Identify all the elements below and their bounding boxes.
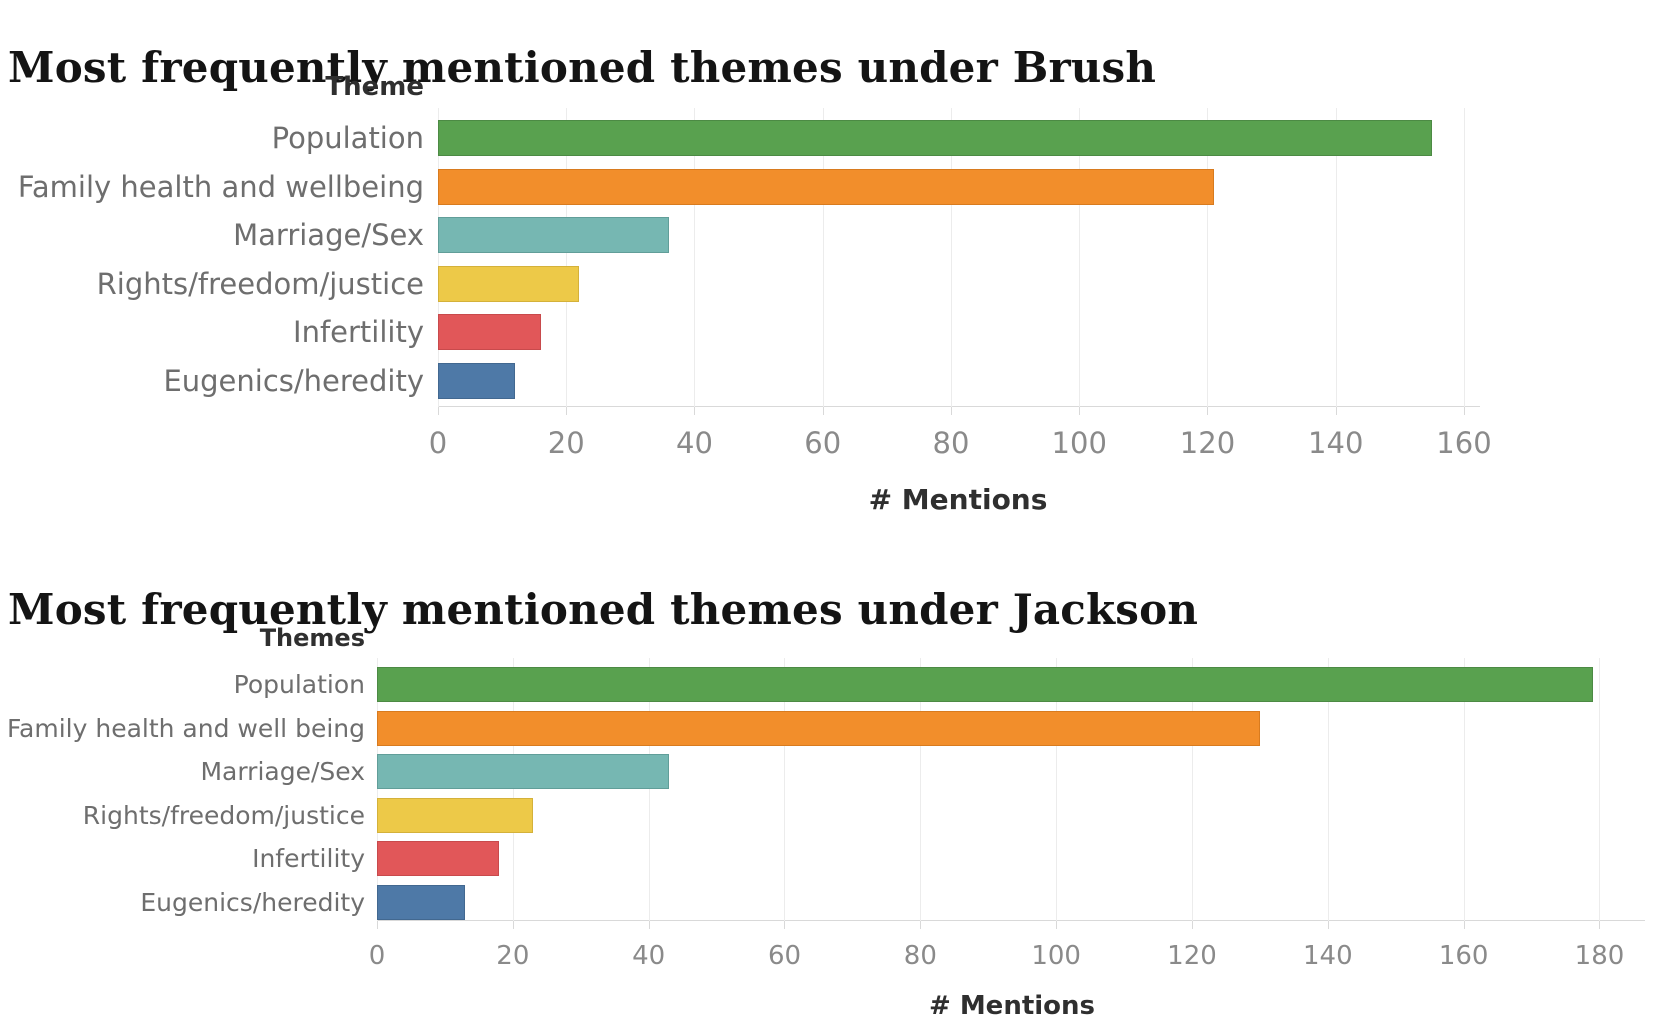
brush-bar-0	[438, 120, 1432, 156]
brush-bar-1	[438, 168, 1214, 205]
jackson-axis-tick-100	[1056, 921, 1058, 929]
brush-bar-4	[438, 314, 541, 351]
brush-gridline-140	[1335, 108, 1337, 407]
jackson-axis-tick-120	[1191, 921, 1193, 929]
brush-tick-label-160: 160	[1436, 426, 1492, 460]
brush-axis-tick-160	[1463, 407, 1465, 415]
brush-category-label-1: Family health and wellbeing	[17, 169, 424, 204]
brush-chart-title: Most frequently mentioned themes under B…	[8, 42, 1157, 92]
brush-tick-label-100: 100	[1051, 426, 1107, 460]
brush-axis-tick-120	[1207, 407, 1209, 415]
brush-category-label-0: Population	[271, 121, 424, 155]
jackson-tick-label-100: 100	[1031, 941, 1081, 971]
jackson-category-label-5: Eugenics/heredity	[140, 888, 365, 917]
jackson-tick-label-140: 140	[1303, 941, 1353, 971]
jackson-bar-2	[377, 754, 670, 790]
brush-axis-tick-20	[566, 407, 568, 415]
jackson-chart-title: Most frequently mentioned themes under J…	[8, 584, 1199, 634]
jackson-axis-tick-160	[1463, 921, 1465, 929]
brush-gridline-40	[694, 108, 696, 407]
jackson-bar-1	[377, 710, 1260, 746]
brush-category-label-5: Eugenics/heredity	[163, 364, 424, 398]
jackson-column-header: Themes	[259, 624, 365, 652]
brush-gridline-80	[950, 108, 952, 407]
jackson-bar-5	[377, 885, 466, 920]
brush-gridline-100	[1079, 108, 1081, 407]
brush-tick-label-40: 40	[676, 426, 713, 460]
jackson-tick-label-180: 180	[1574, 941, 1625, 971]
jackson-tick-label-0: 0	[368, 941, 386, 971]
jackson-category-label-3: Rights/freedom/justice	[82, 800, 365, 830]
brush-tick-label-140: 140	[1308, 426, 1364, 460]
brush-gridline-20	[566, 108, 568, 407]
jackson-gridline-100	[1056, 658, 1058, 921]
brush-x-axis-tick-labels: 0 20 40 60 80 100 120 140 160	[429, 426, 1492, 466]
jackson-tick-label-60: 60	[767, 941, 802, 971]
jackson-axis-tick-180	[1599, 921, 1601, 929]
jackson-gridline-160	[1463, 658, 1465, 921]
jackson-gridline-140	[1327, 658, 1329, 921]
brush-gridline-160	[1463, 108, 1465, 407]
brush-category-labels: Population Family health and wellbeing Mar…	[0, 108, 424, 407]
jackson-axis-tick-140	[1327, 921, 1329, 929]
jackson-axis-tick-60	[784, 921, 786, 929]
jackson-category-label-1: Family health and well being	[6, 713, 365, 743]
jackson-x-axis-line	[377, 920, 1645, 921]
jackson-gridline-80	[920, 658, 922, 921]
brush-axis-tick-0	[438, 407, 439, 415]
jackson-category-label-0: Population	[233, 670, 365, 699]
jackson-gridline-120	[1191, 658, 1193, 921]
brush-tick-label-60: 60	[804, 426, 842, 460]
jackson-bar-3	[377, 797, 534, 833]
jackson-gridline-180	[1599, 658, 1601, 921]
brush-axis-tick-80	[950, 407, 952, 415]
brush-category-label-4: Infertility	[293, 315, 424, 350]
jackson-x-axis-tick-labels: 0 20 40 60 80 100 120 140 160 180	[369, 941, 1645, 981]
jackson-tick-label-80: 80	[903, 941, 937, 971]
jackson-category-label-2: Marriage/Sex	[200, 757, 365, 787]
brush-axis-tick-60	[822, 407, 824, 415]
brush-x-axis-title: # Mentions	[868, 483, 1048, 516]
jackson-category-label-4: Infertility	[252, 844, 365, 874]
jackson-tick-label-120: 120	[1167, 941, 1217, 971]
brush-gridline-0	[438, 108, 439, 407]
jackson-tick-label-40: 40	[632, 941, 666, 971]
jackson-tick-label-160: 160	[1438, 941, 1489, 971]
jackson-x-axis-title: # Mentions	[928, 991, 1096, 1021]
jackson-bar-0	[377, 667, 1593, 702]
jackson-axis-tick-20	[512, 921, 514, 929]
brush-bar-2	[438, 217, 669, 254]
brush-plot-area	[438, 108, 1480, 415]
brush-tick-label-80: 80	[932, 426, 970, 460]
jackson-bar-4	[377, 841, 500, 877]
brush-axis-tick-100	[1079, 407, 1081, 415]
brush-gridline-60	[822, 108, 824, 407]
jackson-gridline-60	[784, 658, 786, 921]
jackson-gridline-20	[512, 658, 514, 921]
jackson-gridline-40	[648, 658, 650, 921]
brush-category-label-2: Marriage/Sex	[233, 218, 424, 253]
brush-bar-5	[438, 363, 515, 399]
brush-tick-label-0: 0	[428, 426, 448, 460]
brush-tick-label-20: 20	[547, 426, 585, 460]
brush-axis-tick-40	[694, 407, 696, 415]
brush-axis-tick-140	[1335, 407, 1337, 415]
brush-category-label-3: Rights/freedom/justice	[96, 266, 424, 301]
jackson-axis-tick-0	[377, 921, 378, 929]
jackson-plot-area	[377, 658, 1645, 929]
brush-gridline-120	[1207, 108, 1209, 407]
jackson-axis-tick-40	[648, 921, 650, 929]
brush-x-axis-line	[438, 406, 1480, 407]
brush-column-header: Theme	[325, 72, 424, 102]
brush-tick-label-120: 120	[1179, 426, 1236, 460]
jackson-category-labels: Population Family health and well being Ma…	[0, 658, 365, 921]
jackson-tick-label-20: 20	[496, 941, 530, 971]
brush-bar-3	[438, 265, 580, 302]
jackson-gridline-0	[377, 658, 378, 921]
jackson-axis-tick-80	[920, 921, 922, 929]
